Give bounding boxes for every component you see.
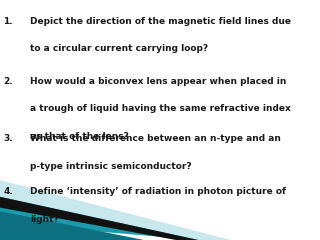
Text: How would a biconvex lens appear when placed in: How would a biconvex lens appear when pl… [30, 77, 287, 86]
Text: Define ‘intensity’ of radiation in photon picture of: Define ‘intensity’ of radiation in photo… [30, 187, 286, 196]
Polygon shape [0, 197, 198, 240]
Text: Depict the direction of the magnetic field lines due: Depict the direction of the magnetic fie… [30, 17, 292, 26]
Text: 3.: 3. [3, 134, 13, 144]
Text: a trough of liquid having the same refractive index: a trough of liquid having the same refra… [30, 104, 291, 113]
Text: as that of the lens?: as that of the lens? [30, 132, 129, 141]
Text: What is the difference between an n-type and an: What is the difference between an n-type… [30, 134, 281, 144]
Text: light?: light? [30, 215, 59, 224]
Text: 1.: 1. [3, 17, 13, 26]
Text: 2.: 2. [3, 77, 13, 86]
Polygon shape [0, 211, 144, 240]
Text: p-type intrinsic semiconductor?: p-type intrinsic semiconductor? [30, 162, 192, 171]
Polygon shape [0, 197, 198, 240]
Text: to a circular current carrying loop?: to a circular current carrying loop? [30, 44, 209, 53]
Polygon shape [0, 180, 230, 240]
Text: 4.: 4. [3, 187, 13, 196]
